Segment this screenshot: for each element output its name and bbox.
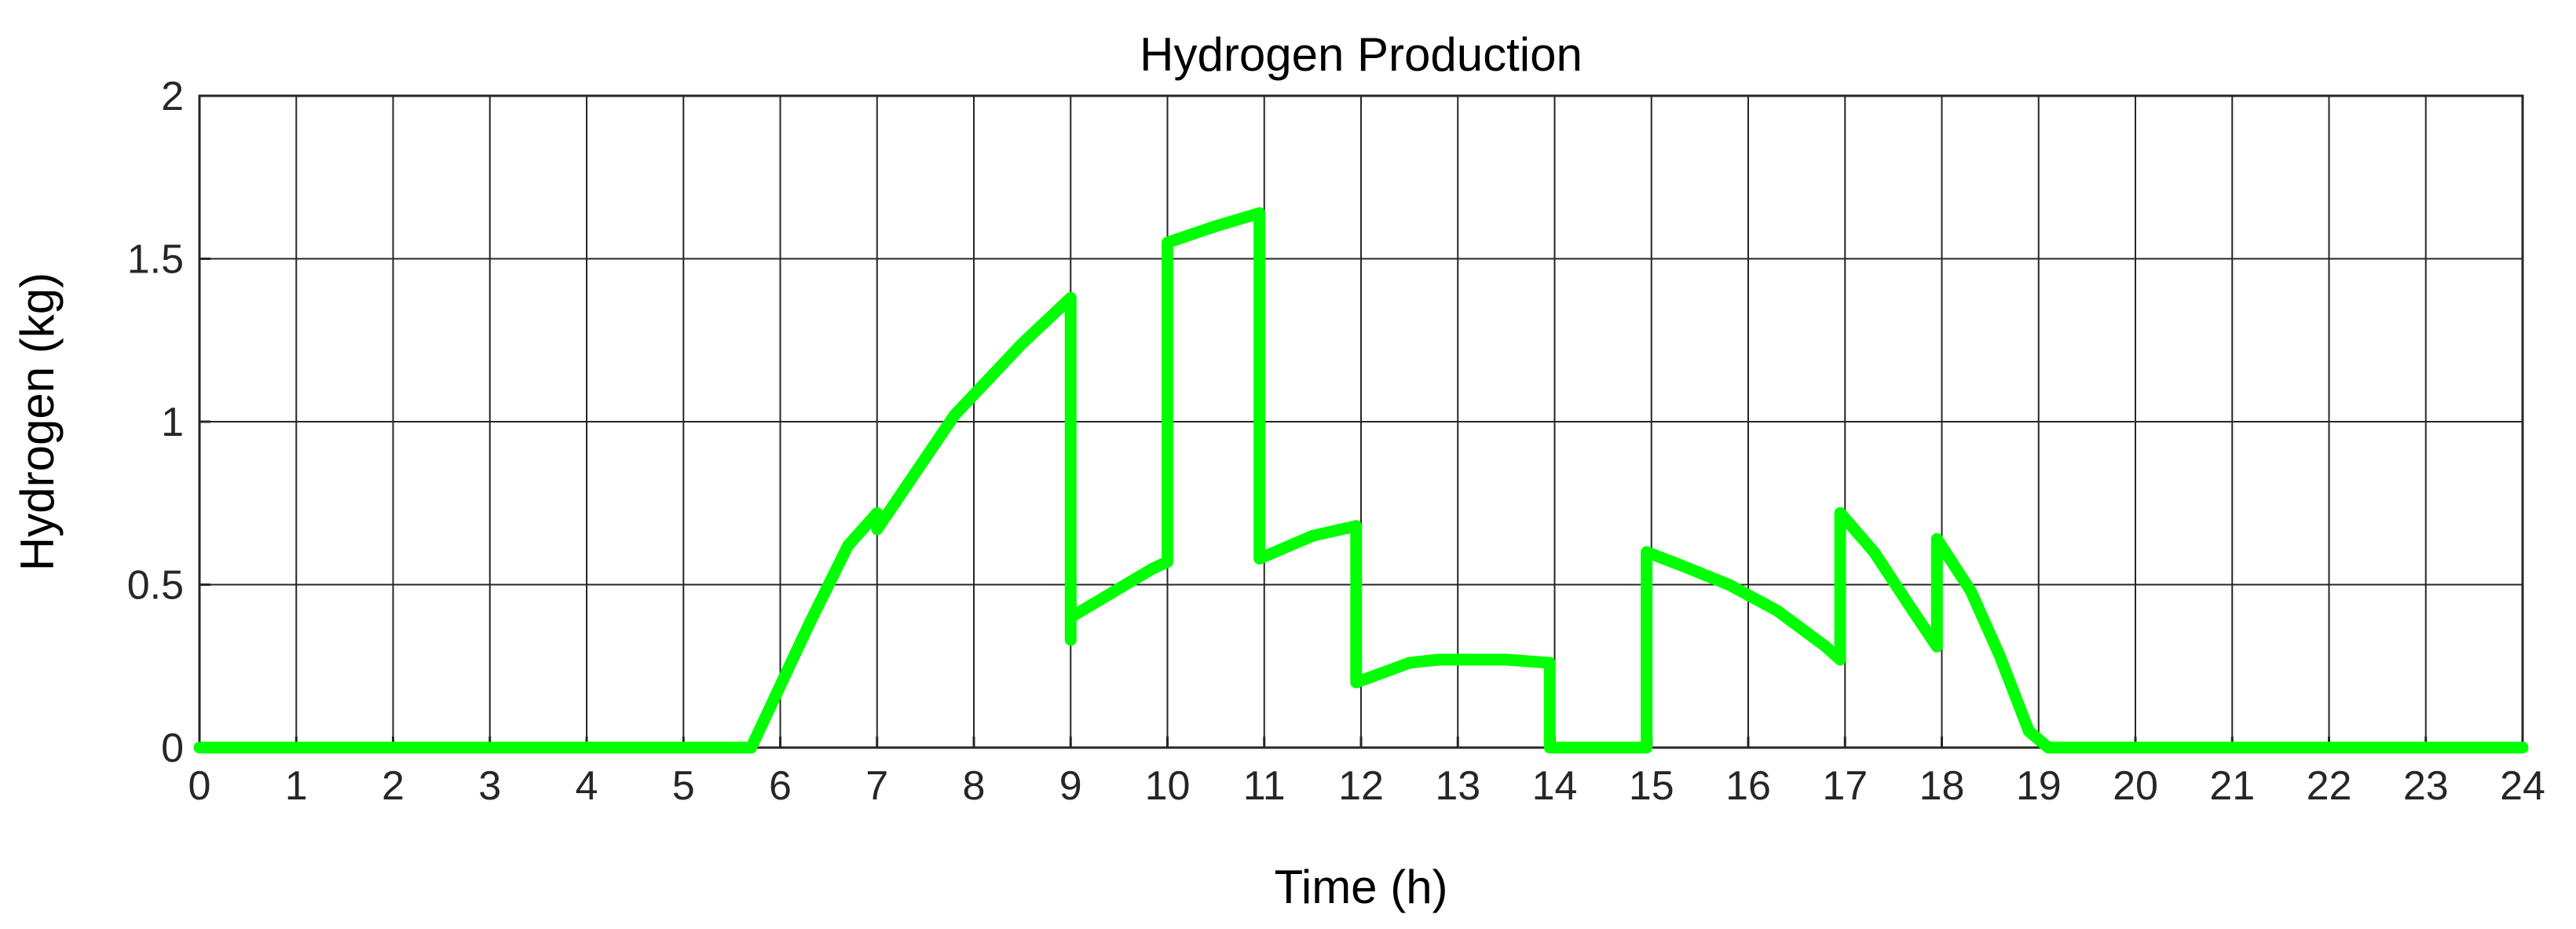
x-tick-label: 8 <box>963 763 986 809</box>
y-tick-label: 2 <box>161 74 184 119</box>
axis-ticks: 0 1 2 3 4 5 6 7 8 9 10 11 12 13 14 15 16 17 18 19 20 21 22 23 24… <box>127 74 2545 809</box>
x-tick-label: 1 <box>285 763 308 809</box>
x-tick-label: 15 <box>1629 763 1674 809</box>
x-tick-label: 23 <box>2403 763 2449 809</box>
x-tick-label: 7 <box>865 763 888 809</box>
y-tick-label: 0 <box>161 726 184 771</box>
x-tick-label: 0 <box>188 763 211 809</box>
y-axis-label: Hydrogen (kg) <box>11 272 64 571</box>
x-axis-label: Time (h) <box>1274 861 1447 913</box>
y-tick-label: 0.5 <box>127 563 184 609</box>
x-tick-label: 11 <box>1243 763 1286 809</box>
x-tick-label: 22 <box>2307 763 2352 809</box>
y-tick-label: 1 <box>161 400 184 445</box>
x-tick-label: 14 <box>1532 763 1578 809</box>
x-tick-label: 3 <box>478 763 501 809</box>
hydrogen-series-line <box>193 207 2529 754</box>
x-tick-label: 10 <box>1145 763 1191 809</box>
x-tick-label: 19 <box>2016 763 2062 809</box>
x-tick-label: 24 <box>2500 763 2545 809</box>
x-tick-label: 21 <box>2209 763 2255 809</box>
x-tick-label: 16 <box>1725 763 1771 809</box>
x-tick-label: 17 <box>1822 763 1868 809</box>
x-tick-label: 4 <box>576 763 598 809</box>
x-tick-label: 5 <box>672 763 695 809</box>
x-tick-label: 9 <box>1059 763 1082 809</box>
x-tick-label: 13 <box>1435 763 1480 809</box>
x-tick-label: 12 <box>1338 763 1384 809</box>
x-tick-label: 18 <box>1919 763 1965 809</box>
x-tick-label: 20 <box>2113 763 2158 809</box>
x-tick-label: 2 <box>382 763 404 809</box>
series-layer <box>193 207 2529 754</box>
x-tick-label: 6 <box>769 763 792 809</box>
y-tick-label: 1.5 <box>127 237 184 283</box>
chart-title: Hydrogen Production <box>1140 28 1583 81</box>
